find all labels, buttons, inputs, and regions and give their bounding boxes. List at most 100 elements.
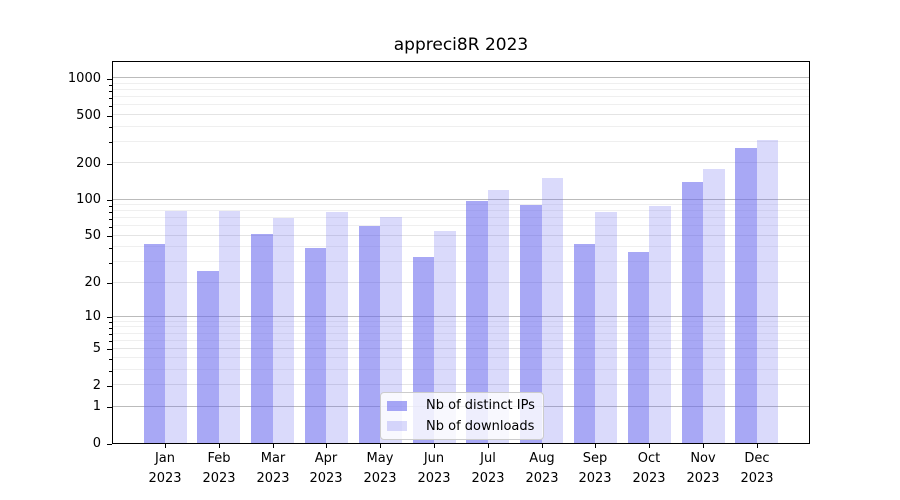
y-tick-label-1: 1 [92,399,101,414]
bar-nb-of-downloads-feb [218,210,241,443]
bar-nb-of-distinct-ips-oct [627,252,650,443]
gridline-600 [113,104,809,105]
y-tick-label-0: 0 [92,436,101,451]
bar-nb-of-downloads-oct [649,205,671,443]
y-tick-1 [107,407,112,408]
gridline-300 [113,141,809,142]
gridline-50 [113,235,809,236]
gridline-60 [113,225,809,226]
legend: Nb of distinct IPs Nb of downloads [380,392,544,440]
bar-nb-of-distinct-ips-mar [251,234,273,443]
gridline-40 [113,246,809,247]
y-minor-tick-80 [109,212,112,213]
x-tick-sep [595,444,596,448]
bar-nb-of-downloads-may [380,217,402,443]
gridline-9 [113,321,809,322]
legend-label-distinct-ips: Nb of distinct IPs [426,398,535,414]
bar-nb-of-downloads-apr [326,211,348,443]
plot-area: Nb of distinct IPs Nb of downloads [112,61,810,444]
x-tick-label-dec: Dec 2023 [740,451,774,486]
x-tick-label-jul: Jul 2023 [471,451,505,486]
y-tick-100 [107,200,112,201]
y-tick-10 [107,317,112,318]
y-minor-tick-70 [109,219,112,220]
y-tick-label-5: 5 [92,341,101,356]
gridline-7 [113,333,809,334]
bar-nb-of-distinct-ips-sep [573,244,596,443]
legend-item-downloads: Nb of downloads [381,419,543,434]
y-tick-2 [107,386,112,387]
bar-nb-of-distinct-ips-dec [735,148,757,443]
x-tick-feb [219,444,220,448]
gridline-80 [113,210,809,211]
y-minor-tick-3 [109,371,112,372]
gridline-6 [113,340,809,341]
gridline-500 [113,114,809,115]
x-tick-label-sep: Sep 2023 [578,451,612,486]
y-minor-tick-8 [109,328,112,329]
y-minor-tick-30 [109,263,112,264]
x-tick-jan [165,444,166,448]
bar-nb-of-downloads-nov [703,168,725,443]
y-minor-tick-60 [109,227,112,228]
y-minor-tick-9 [109,322,112,323]
x-tick-label-may: May 2023 [363,451,397,486]
legend-swatch-downloads [387,421,407,432]
gridline-900 [113,83,809,84]
y-minor-tick-40 [109,248,112,249]
chart-title: appreci8R 2023 [393,35,529,55]
x-tick-label-oct: Oct 2023 [632,451,666,486]
y-minor-tick-300 [109,142,112,143]
y-minor-tick-90 [109,206,112,207]
x-tick-label-apr: Apr 2023 [309,451,343,486]
x-tick-jun [434,444,435,448]
y-tick-label-20: 20 [84,275,101,290]
gridline-200 [113,162,809,163]
bar-nb-of-downloads-sep [595,212,617,443]
y-minor-tick-900 [109,85,112,86]
gridline-1000 [113,77,809,78]
y-minor-tick-700 [109,98,112,99]
gridline-20 [113,282,809,283]
bar-nb-of-distinct-ips-may [358,225,381,443]
gridline-5 [113,348,809,349]
y-tick-20 [107,283,112,284]
x-tick-nov [703,444,704,448]
y-tick-200 [107,164,112,165]
y-tick-label-2: 2 [92,378,101,393]
y-tick-50 [107,236,112,237]
gridline-400 [113,126,809,127]
x-tick-oct [649,444,650,448]
legend-item-distinct-ips: Nb of distinct IPs [381,398,543,413]
x-tick-jul [488,444,489,448]
y-minor-tick-4 [109,359,112,360]
bar-nb-of-distinct-ips-aug [520,204,542,443]
y-minor-tick-6 [109,341,112,342]
x-tick-aug [542,444,543,448]
bar-nb-of-distinct-ips-jul [466,200,488,443]
bar-nb-of-distinct-ips-feb [197,270,219,443]
gridline-70 [113,217,809,218]
legend-label-downloads: Nb of downloads [426,418,535,434]
gridline-800 [113,89,809,90]
y-tick-label-50: 50 [84,228,101,243]
y-minor-tick-600 [109,106,112,107]
gridline-30 [113,261,809,262]
gridline-100 [113,199,809,200]
y-tick-label-500: 500 [76,108,101,123]
x-tick-may [380,444,381,448]
bar-nb-of-downloads-dec [756,139,779,443]
bar-nb-of-distinct-ips-nov [681,181,703,443]
y-tick-500 [107,116,112,117]
y-minor-tick-7 [109,334,112,335]
x-tick-label-feb: Feb 2023 [202,451,236,486]
y-tick-label-100: 100 [76,192,101,207]
bar-nb-of-distinct-ips-apr [304,248,327,443]
bar-nb-of-distinct-ips-jan [143,244,165,443]
legend-swatch-distinct-ips [387,400,407,411]
y-tick-label-1000: 1000 [67,71,101,86]
y-tick-1000 [107,79,112,80]
gridline-4 [113,357,809,358]
x-tick-label-jun: Jun 2023 [417,451,451,486]
